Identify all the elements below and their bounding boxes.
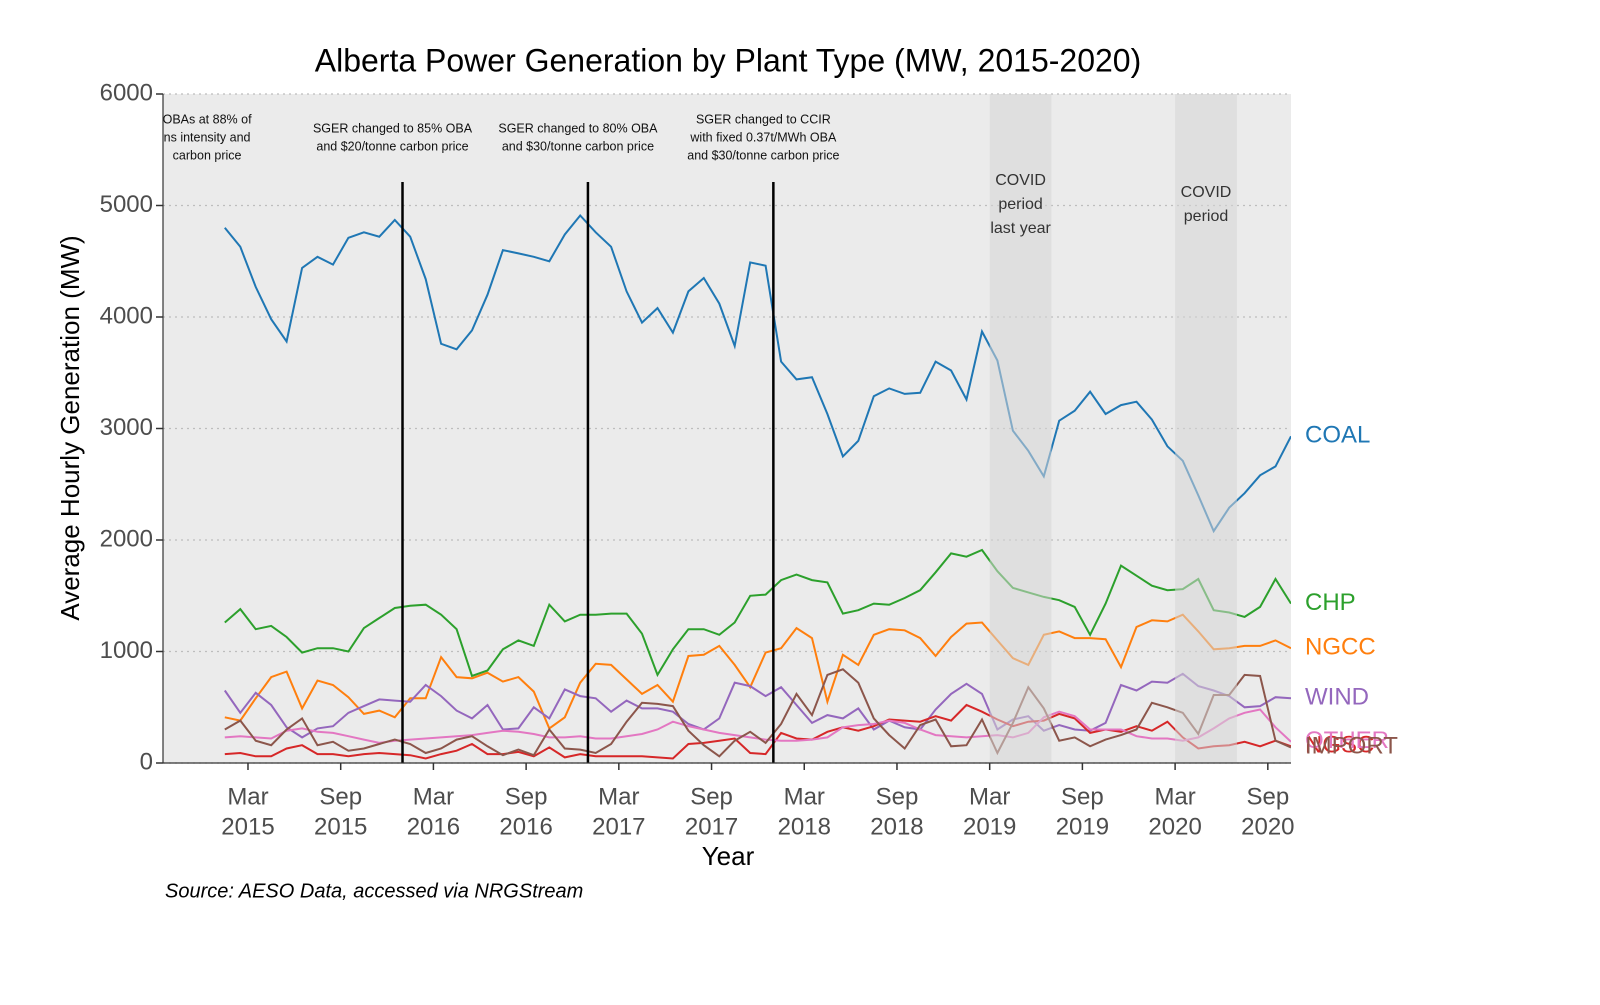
event-note: and $30/tonne carbon price bbox=[687, 148, 839, 162]
x-tick-label: 2015 bbox=[314, 813, 367, 840]
chart-title: Alberta Power Generation by Plant Type (… bbox=[315, 42, 1142, 78]
event-note: carbon price bbox=[173, 148, 242, 162]
x-tick-label: 2017 bbox=[685, 813, 738, 840]
x-tick-label: Mar bbox=[598, 783, 639, 810]
x-tick-label: 2016 bbox=[499, 813, 552, 840]
region-label: period bbox=[998, 196, 1042, 213]
y-axis-title: Average Hourly Generation (MW) bbox=[55, 235, 85, 620]
x-tick-label: Sep bbox=[1061, 783, 1104, 810]
region-label: period bbox=[1184, 208, 1228, 225]
x-tick-label: Sep bbox=[1246, 783, 1289, 810]
x-tick-label: 2015 bbox=[221, 813, 274, 840]
x-tick-label: Sep bbox=[319, 783, 362, 810]
x-tick-label: 2018 bbox=[778, 813, 831, 840]
x-tick-label: 2016 bbox=[407, 813, 460, 840]
x-tick-label: Sep bbox=[505, 783, 548, 810]
x-tick-label: 2019 bbox=[963, 813, 1016, 840]
axes: 0 1000 2000 3000 4000 5000 6000 Mar 2015 Sep 2015 M… bbox=[100, 79, 1295, 840]
event-note: OBAs at 88% of bbox=[163, 112, 252, 126]
series-label: IMPORT bbox=[1305, 733, 1398, 760]
x-axis-title: Year bbox=[702, 841, 755, 871]
y-tick-label: 4000 bbox=[100, 302, 153, 329]
x-tick-label: Mar bbox=[227, 783, 268, 810]
event-note: SGER changed to CCIR bbox=[696, 112, 831, 126]
event-note: ns intensity and bbox=[164, 130, 251, 144]
series-label: WIND bbox=[1305, 684, 1369, 711]
series-label: NGSC bbox=[1305, 732, 1374, 759]
series-label: NGCC bbox=[1305, 633, 1376, 660]
shaded-region bbox=[989, 94, 1052, 763]
region-label: COVID bbox=[995, 172, 1046, 189]
y-tick-label: 0 bbox=[140, 748, 153, 775]
shaded-regions: COVID period last year COVID period bbox=[989, 94, 1237, 763]
region-label: last year bbox=[990, 220, 1051, 237]
x-tick-label: 2020 bbox=[1241, 813, 1294, 840]
y-tick-label: 6000 bbox=[100, 79, 153, 106]
event-note: and $30/tonne carbon price bbox=[502, 139, 654, 153]
x-tick-label: 2017 bbox=[592, 813, 645, 840]
source-caption: Source: AESO Data, accessed via NRGStrea… bbox=[165, 880, 583, 902]
x-tick-label: Mar bbox=[1154, 783, 1195, 810]
x-tick-label: 2019 bbox=[1056, 813, 1109, 840]
x-tick-label: 2020 bbox=[1148, 813, 1201, 840]
shaded-region bbox=[1175, 94, 1237, 763]
y-tick-label: 5000 bbox=[100, 191, 153, 218]
event-note: and $20/tonne carbon price bbox=[316, 139, 468, 153]
event-note: with fixed 0.37t/MWh OBA bbox=[689, 130, 837, 144]
x-tick-label: Sep bbox=[876, 783, 919, 810]
event-note: SGER changed to 85% OBA bbox=[313, 121, 473, 135]
y-tick-label: 1000 bbox=[100, 637, 153, 664]
region-label: COVID bbox=[1181, 184, 1232, 201]
series-label: COAL bbox=[1305, 422, 1370, 449]
x-tick-label: Sep bbox=[690, 783, 733, 810]
y-tick-label: 3000 bbox=[100, 414, 153, 441]
x-tick-label: Mar bbox=[413, 783, 454, 810]
series-label: OTHER bbox=[1305, 727, 1389, 754]
series-label: CHP bbox=[1305, 589, 1356, 616]
y-tick-label: 2000 bbox=[100, 525, 153, 552]
x-tick-label: Mar bbox=[784, 783, 825, 810]
event-note: SGER changed to 80% OBA bbox=[498, 121, 658, 135]
x-tick-label: 2018 bbox=[870, 813, 923, 840]
annotations: OBAs at 88% of ns intensity and carbon pri… bbox=[163, 112, 839, 763]
x-tick-label: Mar bbox=[969, 783, 1010, 810]
